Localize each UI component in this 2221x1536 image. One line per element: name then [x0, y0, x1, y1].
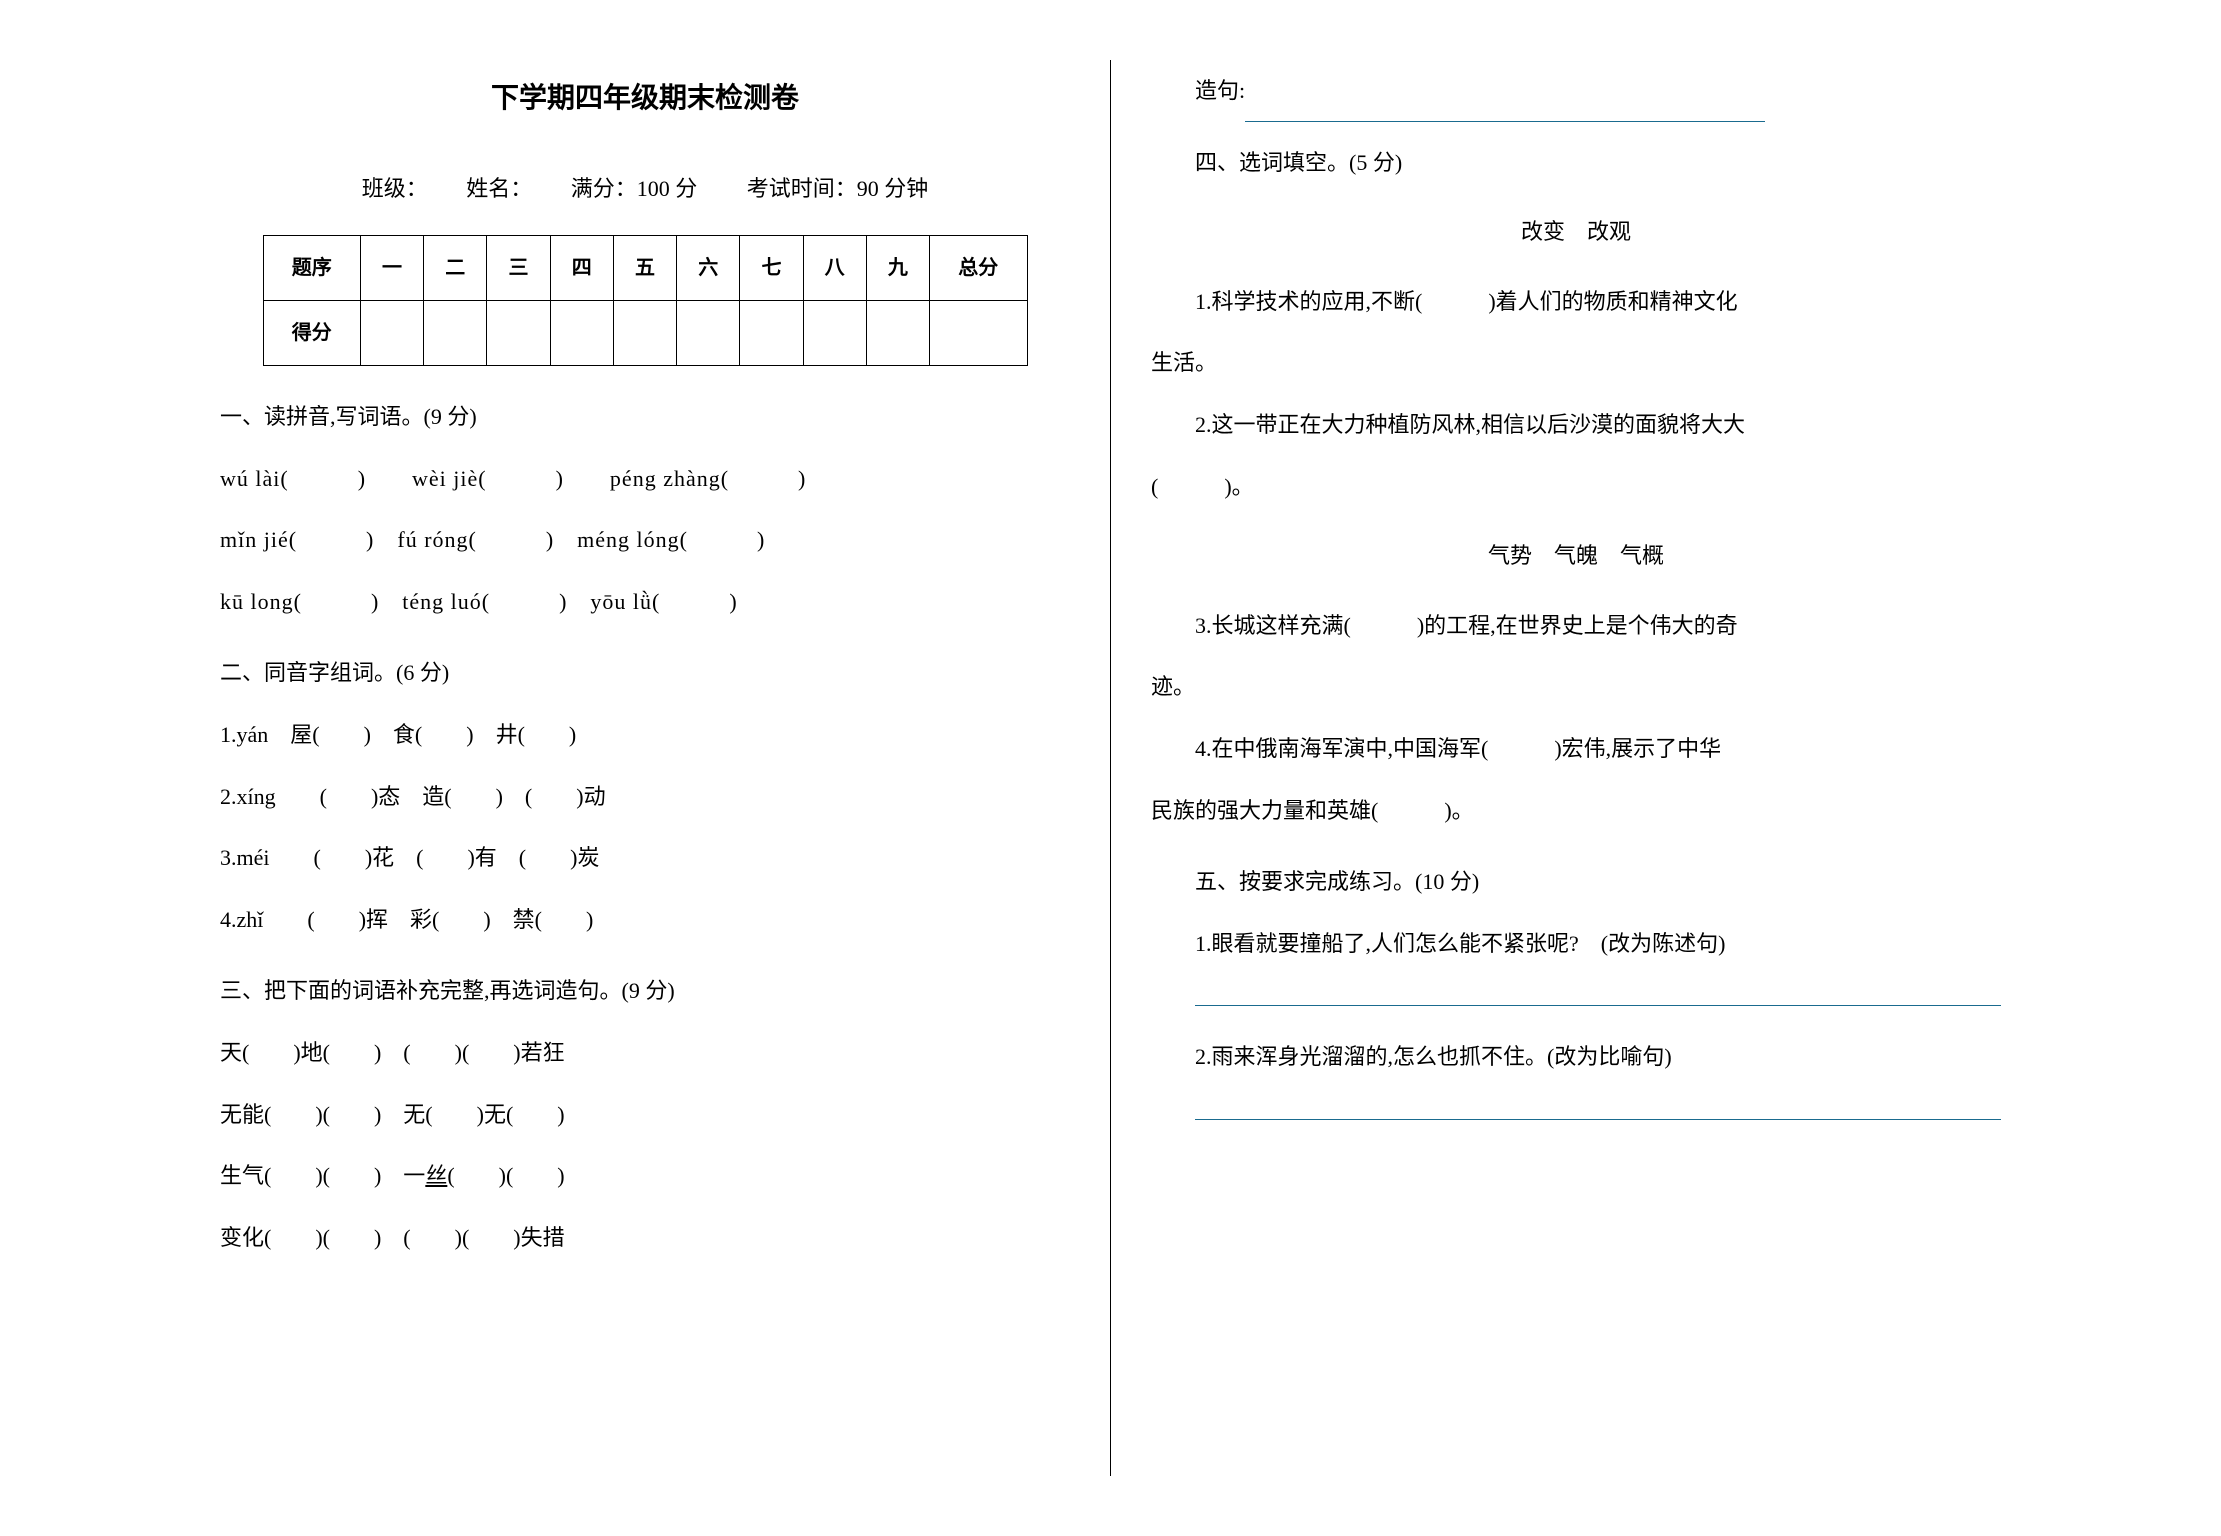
- th-label: 题序: [263, 235, 360, 300]
- score-table: 题序 一 二 三 四 五 六 七 八 九 总分 得分: [263, 235, 1028, 366]
- word-pair: 改变 改观: [1151, 201, 2001, 263]
- th-sec: 六: [677, 235, 740, 300]
- answer-blank: [1195, 1118, 2001, 1120]
- pinyin-line: mǐn jié( ) fú róng( ) méng lóng( ): [220, 509, 1070, 571]
- section-4-title: 四、选词填空。(5 分): [1151, 132, 2001, 194]
- td-blank: [487, 300, 550, 365]
- th-sec: 四: [550, 235, 613, 300]
- sentence-make: 造句:: [1151, 60, 2001, 122]
- td-blank: [550, 300, 613, 365]
- section-2-title: 二、同音字组词。(6 分): [220, 642, 1070, 704]
- td-blank: [360, 300, 423, 365]
- pinyin-line: kū long( ) téng luó( ) yōu lǜ( ): [220, 571, 1070, 633]
- section-3-title: 三、把下面的词语补充完整,再选词造句。(9 分): [220, 960, 1070, 1022]
- homophone-line: 2.xíng ( )态 造( ) ( )动: [220, 766, 1070, 828]
- th-sec: 七: [740, 235, 803, 300]
- th-sec: 五: [613, 235, 676, 300]
- td-blank: [677, 300, 740, 365]
- idiom-part: ( )( ): [447, 1163, 564, 1188]
- idiom-line: 无能( )( ) 无( )无( ): [220, 1084, 1070, 1146]
- header-info: 班级： 姓名： 满分：100 分 考试时间：90 分钟: [220, 158, 1070, 220]
- question-line: 生活。: [1151, 332, 2001, 394]
- sentence-label: 造句:: [1195, 78, 1245, 103]
- th-sec: 二: [424, 235, 487, 300]
- td-blank: [424, 300, 487, 365]
- word-pair: 气势 气魄 气概: [1151, 525, 2001, 587]
- exam-title: 下学期四年级期末检测卷: [220, 60, 1070, 138]
- underlined-char: 丝: [425, 1163, 447, 1188]
- pinyin-line: wú lài( ) wèi jiè( ) péng zhàng( ): [220, 448, 1070, 510]
- section-1-title: 一、读拼音,写词语。(9 分): [220, 386, 1070, 448]
- section-5-title: 五、按要求完成练习。(10 分): [1151, 851, 2001, 913]
- td-blank: [803, 300, 866, 365]
- name-label: 姓名：: [466, 176, 521, 201]
- idiom-line: 变化( )( ) ( )( )失措: [220, 1207, 1070, 1269]
- th-score: 得分: [263, 300, 360, 365]
- question-line: 迹。: [1151, 656, 2001, 718]
- idiom-part: 生气( )( ) 一: [220, 1163, 425, 1188]
- table-row: 得分: [263, 300, 1027, 365]
- th-total: 总分: [930, 235, 1027, 300]
- th-sec: 一: [360, 235, 423, 300]
- td-blank: [613, 300, 676, 365]
- question-line: 1.眼看就要撞船了,人们怎么能不紧张呢? (改为陈述句): [1151, 913, 2001, 975]
- td-blank: [930, 300, 1027, 365]
- full-score: 满分：100 分: [571, 176, 698, 201]
- blank-line: [1245, 95, 1765, 121]
- homophone-line: 4.zhǐ ( )挥 彩( ) 禁( ): [220, 889, 1070, 951]
- answer-blank: [1195, 1004, 2001, 1006]
- question-line: 3.长城这样充满( )的工程,在世界史上是个伟大的奇: [1151, 595, 2001, 657]
- question-line: ( )。: [1151, 456, 2001, 518]
- exam-time: 考试时间：90 分钟: [747, 176, 929, 201]
- td-blank: [866, 300, 929, 365]
- question-line: 2.这一带正在大力种植防风林,相信以后沙漠的面貌将大大: [1151, 394, 2001, 456]
- question-line: 4.在中俄南海军演中,中国海军( )宏伟,展示了中华: [1151, 718, 2001, 780]
- homophone-line: 1.yán 屋( ) 食( ) 井( ): [220, 704, 1070, 766]
- left-column: 下学期四年级期末检测卷 班级： 姓名： 满分：100 分 考试时间：90 分钟 …: [180, 60, 1111, 1476]
- question-line: 1.科学技术的应用,不断( )着人们的物质和精神文化: [1151, 271, 2001, 333]
- class-label: 班级：: [362, 176, 417, 201]
- td-blank: [740, 300, 803, 365]
- idiom-line: 天( )地( ) ( )( )若狂: [220, 1022, 1070, 1084]
- question-line: 民族的强大力量和英雄( )。: [1151, 780, 2001, 842]
- right-column: 造句: 四、选词填空。(5 分) 改变 改观 1.科学技术的应用,不断( )着人…: [1111, 60, 2041, 1476]
- idiom-line: 生气( )( ) 一丝( )( ): [220, 1145, 1070, 1207]
- homophone-line: 3.méi ( )花 ( )有 ( )炭: [220, 827, 1070, 889]
- th-sec: 九: [866, 235, 929, 300]
- table-row: 题序 一 二 三 四 五 六 七 八 九 总分: [263, 235, 1027, 300]
- th-sec: 三: [487, 235, 550, 300]
- th-sec: 八: [803, 235, 866, 300]
- question-line: 2.雨来浑身光溜溜的,怎么也抓不住。(改为比喻句): [1151, 1026, 2001, 1088]
